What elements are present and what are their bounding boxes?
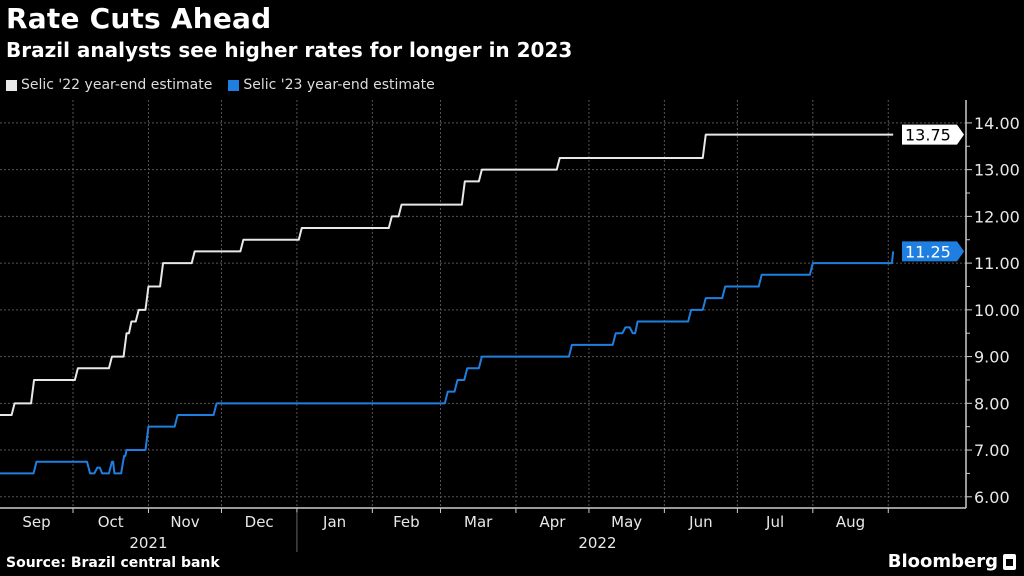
- x-tick-label: Oct: [98, 513, 124, 531]
- legend: Selic '22 year-end estimate Selic '23 ye…: [6, 77, 435, 93]
- bloomberg-logo: Bloomberg: [888, 551, 1016, 572]
- value-tag-label: 11.25: [905, 242, 951, 261]
- value-tag-shape: [902, 241, 964, 262]
- brand-name: Bloomberg: [887, 551, 998, 572]
- y-tick-label: 7.00: [974, 441, 1010, 460]
- x-tick-label: Mar: [464, 513, 493, 531]
- legend-label: Selic '23 year-end estimate: [243, 77, 435, 93]
- chart-title: Rate Cuts Ahead: [6, 2, 272, 35]
- legend-item-selic-23: Selic '23 year-end estimate: [228, 77, 435, 93]
- y-tick-label: 14.00: [974, 114, 1020, 133]
- legend-swatch-blue: [228, 79, 240, 91]
- y-tick-label: 13.00: [974, 161, 1020, 180]
- year-label: 2021: [129, 534, 167, 552]
- bloomberg-chat-icon: [1003, 553, 1016, 570]
- x-tick-label: Jan: [322, 513, 346, 531]
- y-tick-label: 8.00: [974, 394, 1010, 413]
- x-tick-label: May: [611, 513, 642, 531]
- x-tick-label: Jun: [688, 513, 712, 531]
- value-tag-shape: [902, 124, 964, 145]
- year-label: 2022: [578, 534, 616, 552]
- x-tick-label: Apr: [539, 513, 566, 531]
- legend-item-selic-22: Selic '22 year-end estimate: [6, 77, 212, 93]
- last-value-tag: 13.75: [902, 124, 964, 145]
- chart-subtitle: Brazil analysts see higher rates for lon…: [6, 38, 573, 62]
- legend-label: Selic '22 year-end estimate: [21, 77, 213, 93]
- series-line-selic-23: [0, 251, 895, 475]
- x-tick-label: Feb: [393, 513, 420, 531]
- y-tick-label: 11.00: [974, 254, 1020, 273]
- y-tick-label: 6.00: [974, 488, 1010, 507]
- source-note: Source: Brazil central bank: [6, 555, 220, 571]
- x-tick-label: Jul: [765, 513, 784, 531]
- x-tick-label: Sep: [22, 513, 50, 531]
- x-tick-label: Nov: [170, 513, 199, 531]
- last-value-tag: 11.25: [902, 241, 964, 262]
- y-tick-label: 10.00: [974, 301, 1020, 320]
- y-tick-label: 9.00: [974, 348, 1010, 367]
- series-line-selic-22: [0, 133, 894, 416]
- value-tag-label: 13.75: [905, 126, 951, 145]
- x-tick-label: Aug: [836, 513, 865, 531]
- x-tick-label: Dec: [245, 513, 274, 531]
- y-tick-label: 12.00: [974, 207, 1020, 226]
- legend-swatch-white: [6, 79, 17, 91]
